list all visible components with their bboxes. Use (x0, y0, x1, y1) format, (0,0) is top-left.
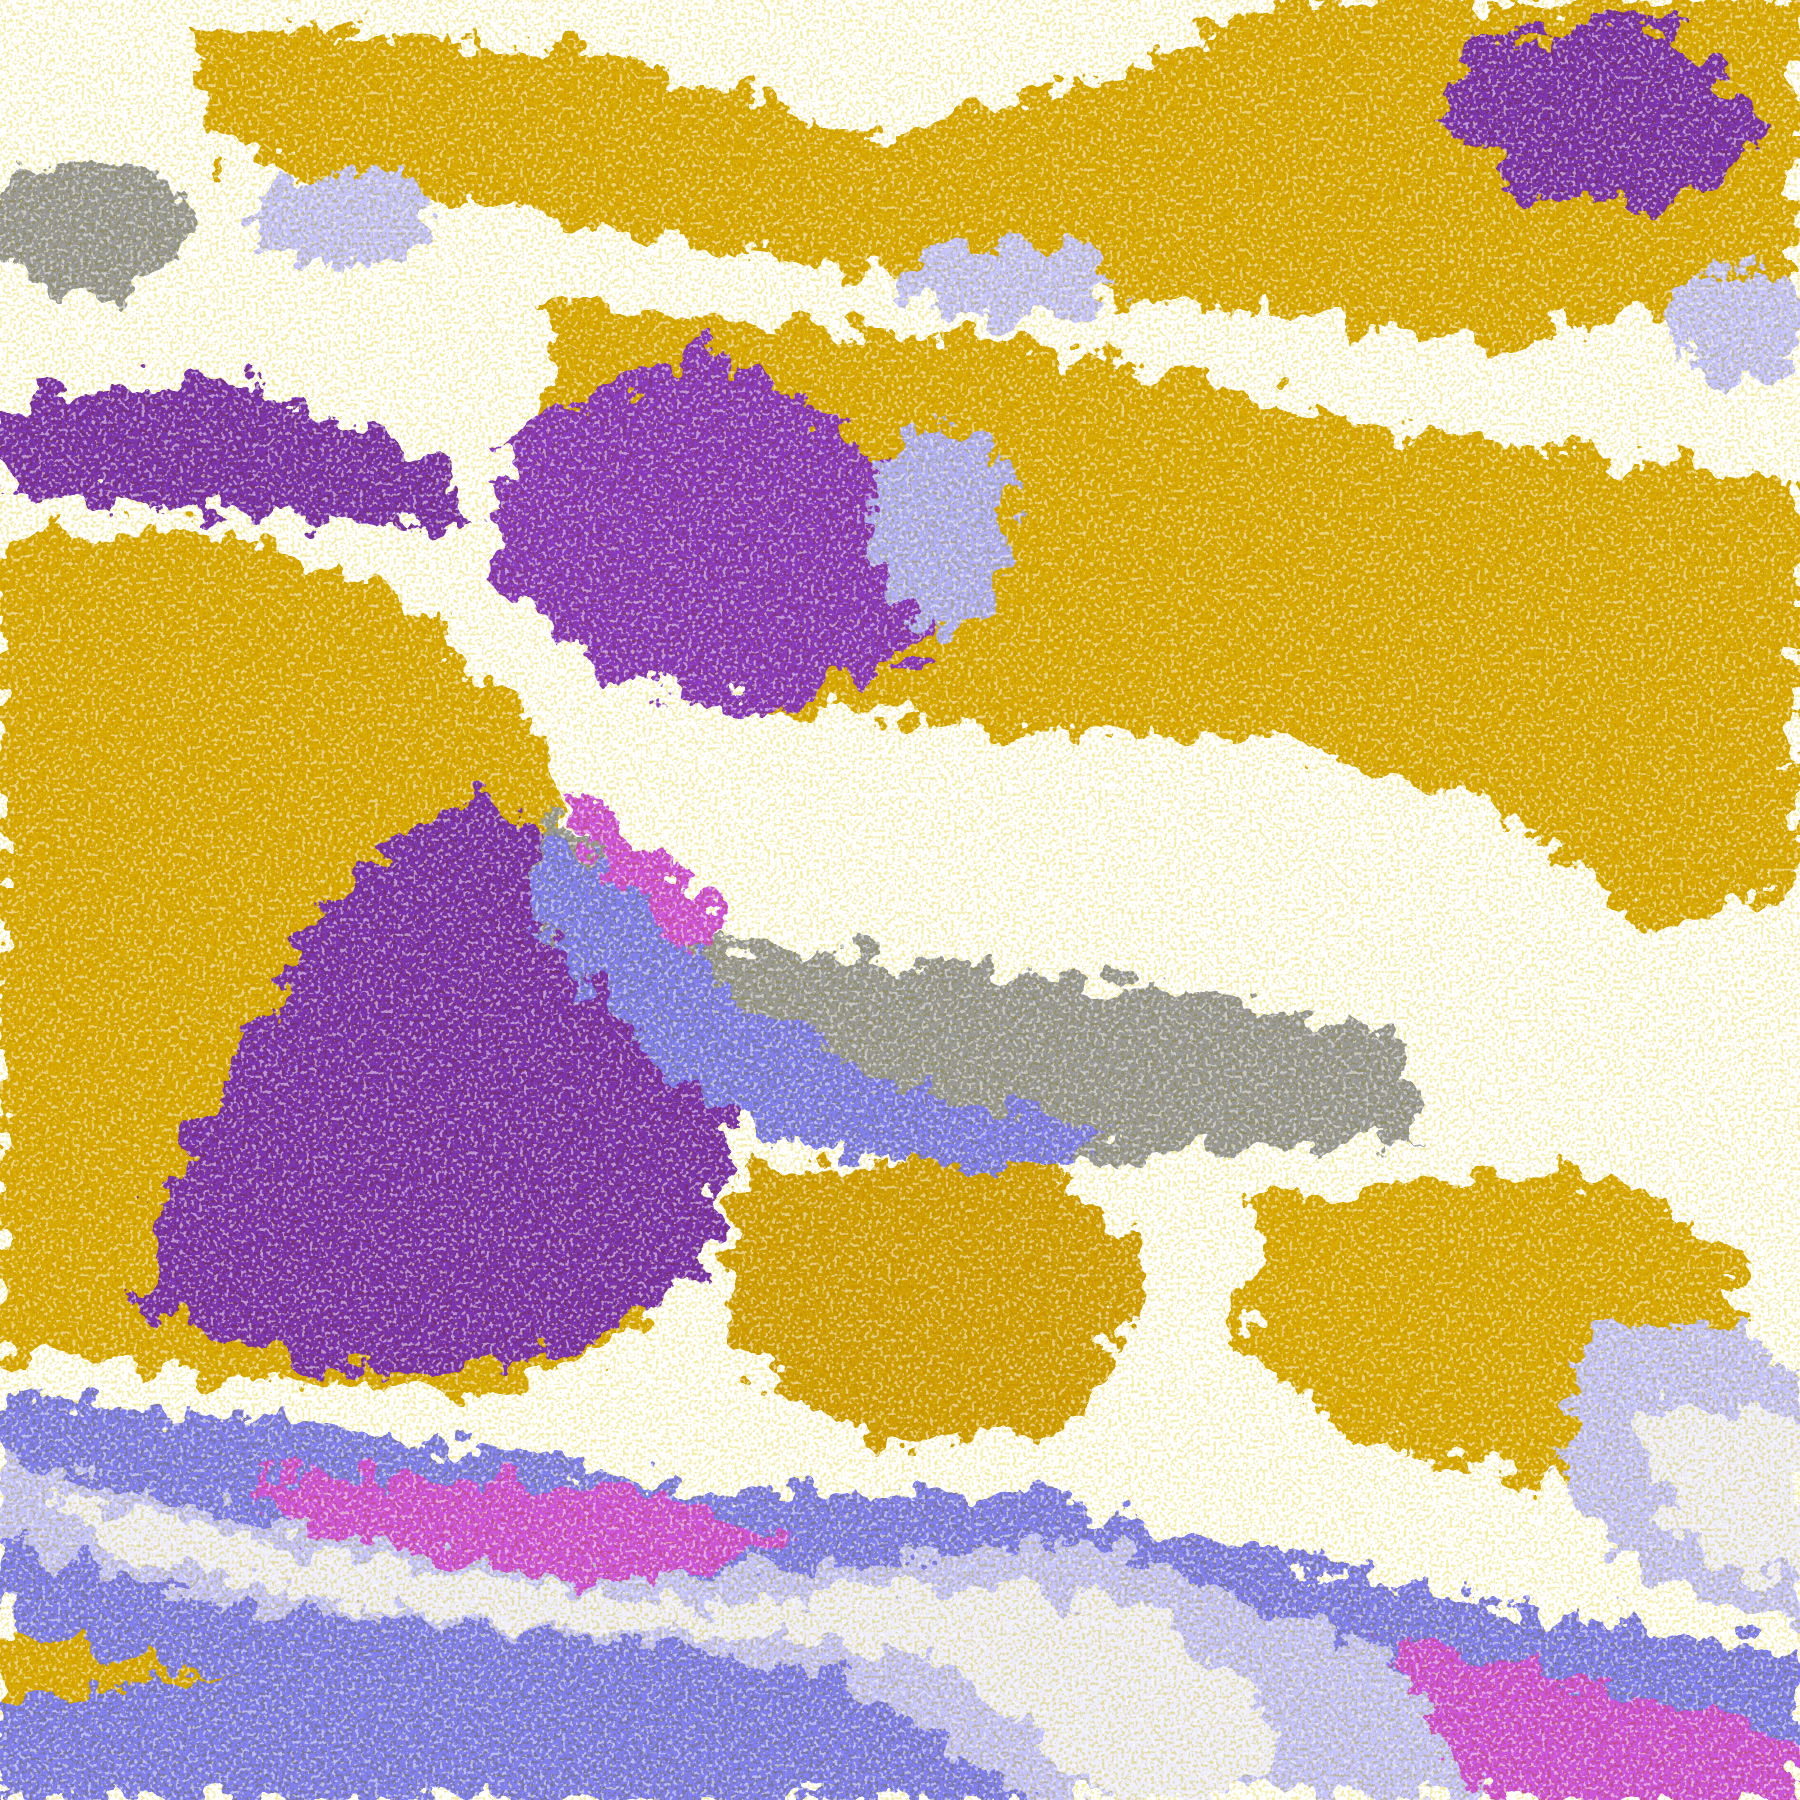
satellite-image (0, 0, 1800, 1800)
satellite-image-canvas (0, 0, 1800, 1800)
texture-speckle-white (0, 0, 1800, 1800)
